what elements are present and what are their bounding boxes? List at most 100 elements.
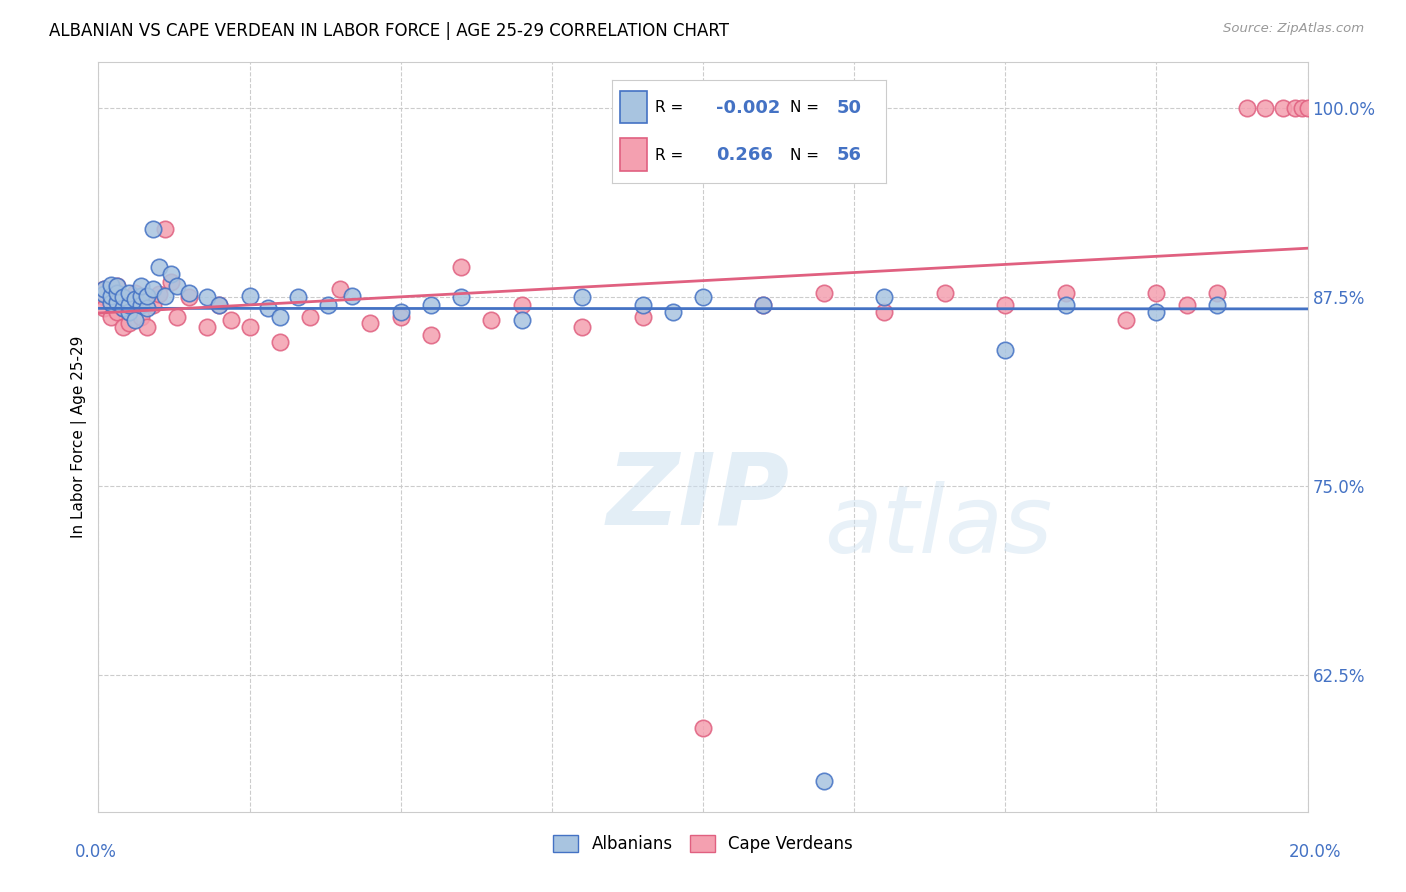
- Point: [873, 305, 896, 319]
- Point: [135, 301, 157, 315]
- Point: [153, 288, 176, 302]
- Point: [160, 275, 183, 289]
- Point: [166, 279, 188, 293]
- Point: [450, 290, 472, 304]
- Point: [269, 335, 291, 350]
- Point: [481, 312, 503, 326]
- Text: ALBANIAN VS CAPE VERDEAN IN LABOR FORCE | AGE 25-29 CORRELATION CHART: ALBANIAN VS CAPE VERDEAN IN LABOR FORCE …: [49, 22, 730, 40]
- Point: [124, 312, 146, 326]
- Point: [100, 285, 122, 300]
- Point: [111, 301, 134, 315]
- Point: [1144, 305, 1167, 319]
- Point: [1272, 101, 1295, 115]
- Point: [118, 316, 141, 330]
- Point: [510, 298, 533, 312]
- Point: [148, 287, 170, 301]
- Point: [100, 277, 122, 292]
- Point: [105, 290, 128, 304]
- Point: [813, 774, 835, 789]
- Point: [510, 312, 533, 326]
- Point: [105, 285, 128, 300]
- Point: [1254, 101, 1277, 115]
- Point: [124, 285, 146, 300]
- Point: [179, 290, 201, 304]
- Point: [111, 290, 134, 304]
- Point: [135, 320, 157, 334]
- Point: [208, 298, 231, 312]
- Text: 56: 56: [837, 146, 862, 164]
- Point: [166, 310, 188, 324]
- Point: [389, 310, 412, 324]
- Point: [93, 287, 115, 301]
- Point: [100, 296, 122, 310]
- Point: [661, 305, 683, 319]
- Point: [1206, 285, 1229, 300]
- Point: [100, 288, 122, 302]
- Text: 50: 50: [837, 99, 862, 117]
- Point: [299, 310, 322, 324]
- Point: [118, 298, 141, 312]
- Point: [111, 320, 134, 334]
- Point: [105, 279, 128, 293]
- Point: [124, 292, 146, 306]
- Point: [692, 722, 714, 736]
- Text: 20.0%: 20.0%: [1288, 843, 1341, 861]
- Point: [256, 301, 278, 315]
- Point: [124, 294, 146, 309]
- Point: [1236, 101, 1258, 115]
- Text: R =: R =: [655, 148, 683, 162]
- Point: [148, 260, 170, 274]
- Point: [329, 283, 352, 297]
- Point: [129, 310, 152, 324]
- Point: [142, 298, 165, 312]
- Text: ZIP: ZIP: [606, 449, 789, 546]
- Text: 0.266: 0.266: [716, 146, 773, 164]
- Text: atlas: atlas: [824, 482, 1052, 573]
- Point: [571, 320, 593, 334]
- Point: [142, 283, 165, 297]
- Point: [1115, 312, 1137, 326]
- Point: [221, 312, 243, 326]
- Point: [118, 285, 141, 300]
- Point: [994, 298, 1017, 312]
- Text: -0.002: -0.002: [716, 99, 780, 117]
- Point: [160, 268, 183, 282]
- Point: [631, 310, 654, 324]
- Point: [239, 320, 262, 334]
- Point: [93, 290, 115, 304]
- Point: [100, 294, 122, 309]
- Y-axis label: In Labor Force | Age 25-29: In Labor Force | Age 25-29: [72, 336, 87, 538]
- Point: [179, 285, 201, 300]
- Point: [118, 305, 141, 319]
- Point: [752, 298, 775, 312]
- FancyBboxPatch shape: [620, 137, 647, 170]
- Point: [105, 279, 128, 293]
- Point: [1206, 298, 1229, 312]
- Point: [631, 298, 654, 312]
- Point: [93, 283, 115, 297]
- Point: [93, 283, 115, 297]
- Point: [142, 222, 165, 236]
- Point: [813, 285, 835, 300]
- Point: [105, 305, 128, 319]
- Point: [1296, 101, 1319, 115]
- Point: [420, 298, 443, 312]
- Point: [342, 288, 364, 302]
- Point: [1054, 285, 1077, 300]
- Point: [420, 327, 443, 342]
- Point: [195, 320, 218, 334]
- Point: [129, 288, 152, 302]
- Point: [316, 298, 339, 312]
- Point: [450, 260, 472, 274]
- Point: [129, 279, 152, 293]
- Point: [239, 288, 262, 302]
- Point: [269, 310, 291, 324]
- Point: [934, 285, 956, 300]
- Point: [105, 294, 128, 309]
- Point: [287, 290, 309, 304]
- Point: [135, 288, 157, 302]
- Point: [1284, 101, 1306, 115]
- FancyBboxPatch shape: [620, 91, 647, 123]
- Point: [692, 290, 714, 304]
- Point: [571, 290, 593, 304]
